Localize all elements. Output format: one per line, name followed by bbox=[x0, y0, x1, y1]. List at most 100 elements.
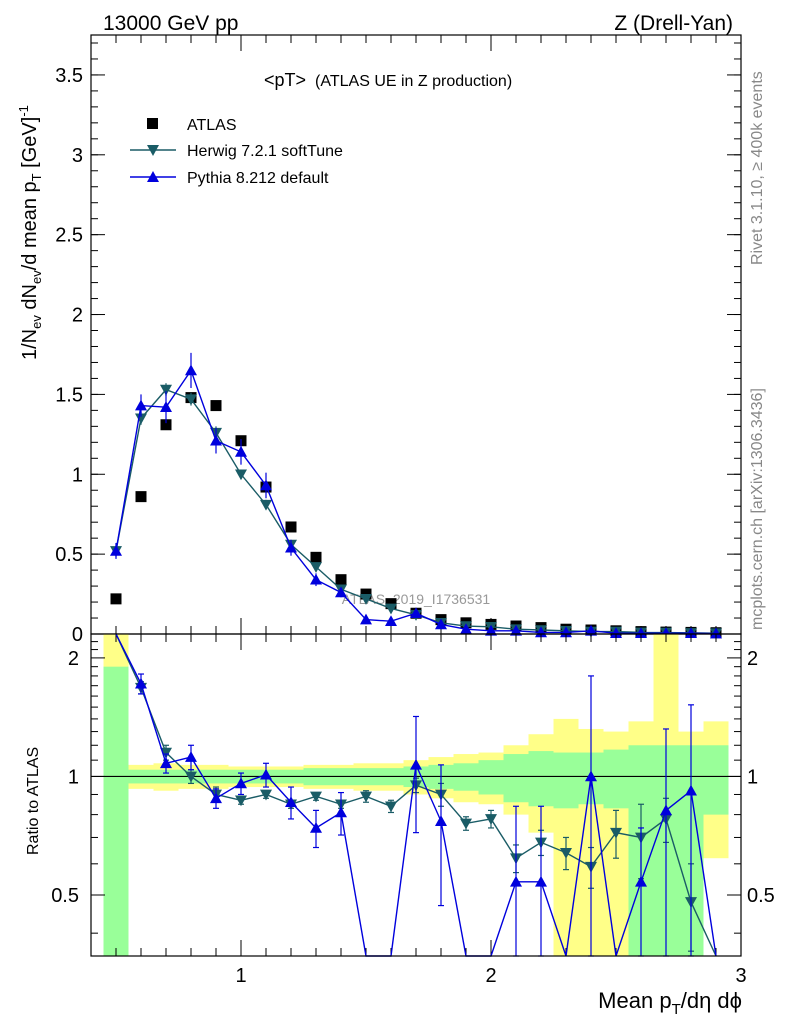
main-point-atlas bbox=[110, 593, 122, 605]
main-ytick-label: 0 bbox=[72, 624, 83, 646]
ratio-point-pythia bbox=[410, 758, 422, 770]
main-point-pythia bbox=[485, 624, 497, 636]
ratio-point-pythia bbox=[285, 796, 297, 808]
ratio-point-herwig bbox=[485, 814, 497, 825]
main-point-pythia bbox=[135, 399, 147, 411]
main-point-pythia bbox=[510, 624, 522, 636]
ratio-point-herwig bbox=[560, 847, 572, 859]
ratio-xtick-label: 1 bbox=[235, 965, 246, 987]
main-point-pythia bbox=[210, 434, 222, 446]
main-point-herwig bbox=[260, 499, 272, 511]
main-point-herwig bbox=[160, 384, 172, 396]
main-point-herwig bbox=[135, 413, 147, 425]
legend-pythia-label: Pythia 8.212 default bbox=[187, 170, 329, 187]
ratio-xtick-label: 2 bbox=[485, 965, 496, 987]
main-point-pythia bbox=[610, 627, 622, 639]
ratio-point-pythia bbox=[260, 768, 272, 780]
main-point-pythia bbox=[160, 401, 172, 412]
ratio-frame bbox=[90, 633, 742, 957]
main-point-atlas bbox=[285, 521, 297, 533]
legend-entry-herwig: Herwig 7.2.1 softTune bbox=[130, 143, 343, 160]
ratio-point-herwig bbox=[360, 791, 372, 803]
ratio-point-pythia bbox=[435, 815, 447, 826]
main-point-herwig bbox=[185, 394, 197, 406]
main-point-atlas bbox=[160, 419, 172, 431]
ratio-point-pythia bbox=[135, 677, 147, 689]
main-point-herwig bbox=[310, 562, 322, 573]
ratio-point-pythia bbox=[635, 875, 647, 887]
main-ytick-label: 2 bbox=[72, 305, 83, 327]
ratio-point-pythia bbox=[210, 792, 222, 804]
ratio-ytick-label-right: 1 bbox=[747, 766, 758, 788]
main-point-pythia bbox=[285, 541, 297, 553]
ratio-point-pythia bbox=[185, 751, 197, 762]
legend-herwig-marker bbox=[147, 145, 159, 156]
ratio-ylabel: Ratio to ATLAS bbox=[25, 747, 42, 855]
main-ytick-label: 3.5 bbox=[55, 65, 83, 87]
main-point-atlas bbox=[210, 400, 222, 412]
plot-title: <pT> (ATLAS UE in Z production) bbox=[264, 70, 512, 90]
ratio-point-pythia bbox=[535, 875, 547, 887]
plot-title-main: <pT> bbox=[264, 70, 306, 90]
main-ytick-label: 3 bbox=[72, 145, 83, 167]
ratio-point-pythia bbox=[660, 804, 672, 816]
x-axis-label: Mean pT/dη dϕ bbox=[598, 988, 742, 1018]
legend-atlas-label: ATLAS bbox=[187, 117, 237, 134]
main-point-atlas bbox=[135, 491, 147, 503]
main-point-pythia bbox=[635, 627, 647, 639]
ratio-series bbox=[115, 633, 717, 957]
legend-pythia-marker bbox=[147, 171, 159, 182]
main-series bbox=[110, 352, 722, 640]
main-ytick-label: 2.5 bbox=[55, 225, 83, 247]
main-ytick-label: 1.5 bbox=[55, 384, 83, 406]
ratio-point-pythia bbox=[510, 875, 522, 887]
ratio-band-inner bbox=[103, 666, 129, 956]
ratio-band-inner bbox=[703, 745, 729, 815]
main-panel: <pT> (ATLAS UE in Z production) ATLAS_20… bbox=[16, 34, 742, 646]
legend-atlas-marker bbox=[147, 118, 158, 129]
main-point-pythia bbox=[410, 607, 422, 619]
ratio-band-inner bbox=[478, 760, 504, 795]
main-point-pythia bbox=[335, 586, 347, 598]
main-point-pythia bbox=[310, 573, 322, 585]
main-point-pythia bbox=[385, 615, 397, 627]
ratio-point-herwig bbox=[160, 747, 172, 759]
ratio-point-herwig bbox=[185, 771, 197, 783]
ratio-point-herwig bbox=[235, 795, 247, 807]
main-point-pythia bbox=[710, 627, 722, 639]
main-ytick-label: 1 bbox=[72, 464, 83, 486]
ratio-ytick-label: 2 bbox=[68, 648, 79, 670]
main-point-pythia bbox=[235, 445, 247, 457]
ratio-band-inner bbox=[503, 754, 529, 803]
mcplots-label: mcplots.cern.ch [arXiv:1306.3436] bbox=[749, 388, 766, 630]
plot-subtitle: (ATLAS UE in Z production) bbox=[315, 73, 512, 90]
ratio-point-herwig bbox=[310, 791, 322, 803]
ratio-xtick-label: 3 bbox=[735, 965, 746, 987]
main-point-pythia bbox=[460, 623, 472, 635]
ratio-point-pythia bbox=[335, 806, 347, 818]
main-point-pythia bbox=[685, 627, 697, 639]
main-point-atlas bbox=[310, 551, 322, 563]
ratio-ytick-label-right: 0.5 bbox=[747, 885, 775, 907]
main-point-pythia bbox=[260, 479, 272, 491]
ratio-panel: 0.5 0.5 1 1 2 2 1 2 3 Ratio to ATLAS bbox=[25, 633, 775, 987]
ratio-ytick-label-right: 2 bbox=[747, 648, 758, 670]
main-point-pythia bbox=[185, 364, 197, 376]
legend-herwig-label: Herwig 7.2.1 softTune bbox=[187, 143, 343, 160]
main-point-pythia bbox=[360, 613, 372, 625]
main-axes: 0 0.5 1 1.5 2 2.5 3 3.5 bbox=[55, 35, 742, 646]
ratio-point-pythia bbox=[685, 784, 697, 796]
main-point-herwig bbox=[235, 469, 247, 481]
main-point-herwig bbox=[360, 594, 372, 605]
main-point-pythia bbox=[435, 618, 447, 630]
legend-entry-atlas: ATLAS bbox=[147, 117, 237, 134]
ratio-band-inner bbox=[553, 752, 579, 809]
main-ytick-label: 0.5 bbox=[55, 544, 83, 566]
header-left: 13000 GeV pp bbox=[103, 12, 238, 35]
main-point-pythia bbox=[110, 544, 122, 556]
main-point-herwig bbox=[385, 603, 397, 615]
main-point-atlas bbox=[335, 574, 347, 586]
ratio-ytick-label: 1 bbox=[68, 766, 79, 788]
header-right: Z (Drell-Yan) bbox=[614, 12, 733, 35]
